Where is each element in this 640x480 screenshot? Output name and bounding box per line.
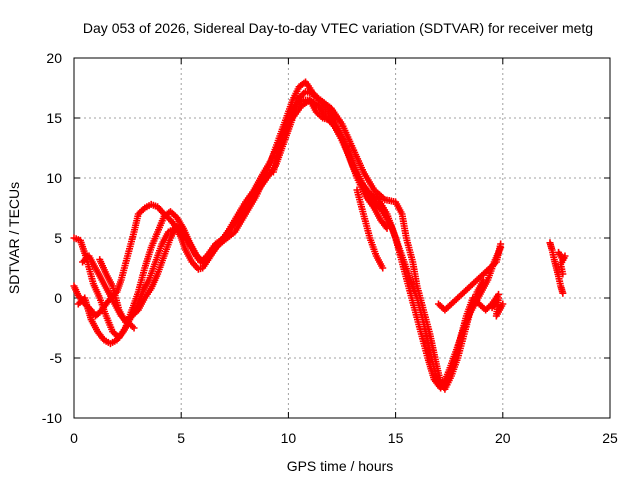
y-axis-label: SDTVAR / TECUs — [6, 182, 22, 294]
data-points — [70, 78, 569, 393]
y-tick-label: 20 — [46, 50, 62, 66]
data-point — [499, 300, 507, 308]
x-tick-label: 0 — [70, 430, 78, 446]
data-point — [379, 264, 387, 272]
y-tick-label: 0 — [54, 290, 62, 306]
data-point — [559, 289, 567, 297]
x-tick-label: 15 — [388, 430, 404, 446]
x-tick-label: 20 — [495, 430, 511, 446]
chart-title: Day 053 of 2026, Sidereal Day-to-day VTE… — [83, 20, 593, 36]
y-tick-label: 10 — [46, 170, 62, 186]
data-point — [192, 252, 200, 260]
y-tick-label: 15 — [46, 110, 62, 126]
x-tick-label: 25 — [602, 430, 618, 446]
data-point — [130, 324, 138, 332]
data-point — [559, 270, 567, 278]
x-axis-label: GPS time / hours — [287, 458, 394, 474]
data-point — [383, 224, 391, 232]
y-tick-label: -5 — [50, 350, 63, 366]
data-point — [497, 240, 505, 248]
y-tick-label: 5 — [54, 230, 62, 246]
x-tick-label: 10 — [281, 430, 297, 446]
y-tick-label: -10 — [42, 410, 62, 426]
x-tick-label: 5 — [177, 430, 185, 446]
ticks: 0 5 10 15 20 25 -10 -5 0 5 10 15 20 — [42, 50, 618, 446]
